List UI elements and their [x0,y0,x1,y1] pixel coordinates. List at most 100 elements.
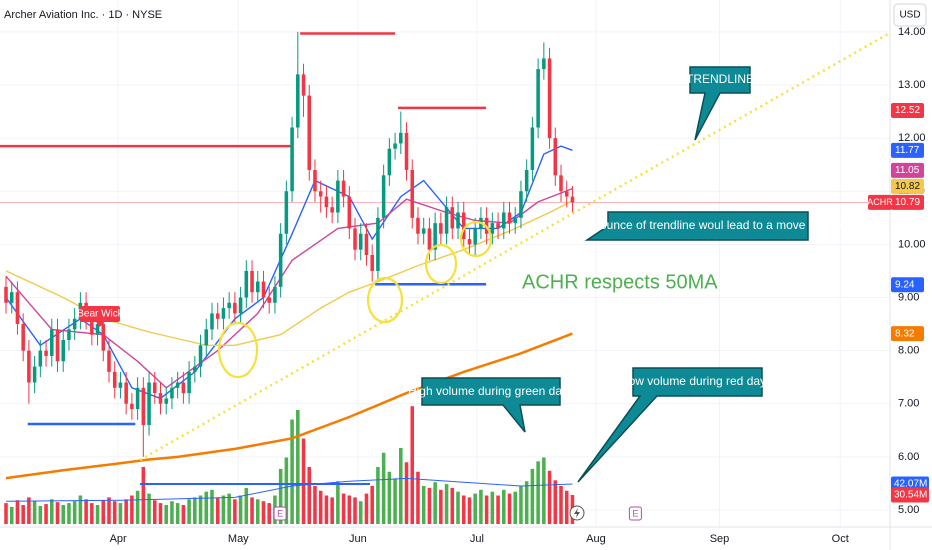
circle [424,243,458,285]
price-tag-label: 12.52 [895,105,920,116]
volume-bar [410,406,415,524]
candle-body [296,74,300,128]
volume-bar [233,499,237,524]
candle-body [530,127,535,170]
volume-bar [107,497,111,524]
candle-body [4,286,8,303]
candle-body [301,74,306,96]
candle-body [21,324,25,351]
volume-bar [416,471,420,524]
candle-body [101,324,106,351]
volume-bar [536,461,540,524]
candle-body [399,132,403,144]
candle-body [427,228,432,250]
y-tick-label: 9.00 [898,291,919,303]
candle-body [130,403,134,410]
volume-bar [50,499,54,524]
y-tick-label: 13.00 [898,79,926,91]
volume-bar [255,499,260,524]
volume-bar [364,493,369,524]
volume-bar [101,500,106,524]
volume-bar [267,503,271,524]
candle-body [158,393,163,404]
candle-body [330,207,334,213]
candle-body [273,286,277,303]
candle-body [559,175,563,192]
candle-body [490,223,495,234]
volume-bar [221,495,226,524]
callout-text: High volume during green days [408,384,574,398]
volume-bar [61,505,65,524]
candle-body [421,228,426,234]
volume-bar [473,493,477,524]
volume-bar [152,500,157,524]
currency-label[interactable]: USD [899,10,920,21]
candle-body [393,143,397,149]
callout: Bounce of trendline woul lead to a move … [584,211,865,241]
volume-bar [547,470,552,524]
volume-bar [250,497,254,524]
volume-bar [170,501,174,524]
candles [4,31,575,457]
y-tick-label: 6.00 [898,451,919,463]
volume-bar [72,501,77,524]
candle-body [193,366,197,372]
candle-body [370,255,374,271]
volume-bar [553,480,558,524]
volume-bar [307,467,312,524]
candle-body [450,207,455,229]
volume-bar [324,495,329,524]
volume-bar [542,457,546,524]
volume-bar [347,495,352,524]
volume-bar [112,501,117,524]
candle-body [341,180,346,197]
x-tick-label: Jun [349,533,367,545]
candle-body [336,180,340,213]
event-marker [628,506,642,521]
event-label: E [632,508,638,518]
volume-bar [67,503,71,524]
candle-body [439,223,443,234]
volume-bar [564,490,569,524]
moving-average [5,332,573,480]
volume-bar [519,486,523,524]
candle-body [444,207,449,234]
candle-body [44,350,48,356]
volume-bar [399,448,403,524]
volume-bar [507,493,512,524]
callout-text: Bounce of trendline woul lead to a move … [592,218,865,232]
candle-body [278,233,283,287]
volume-bar [238,495,243,524]
volume-bar [524,481,529,524]
circle [217,321,259,379]
candle-body [164,398,168,404]
callout: High volume during green days [408,377,574,433]
candle-body [15,292,20,325]
candle-body [90,318,94,335]
highlight-circles [217,220,493,379]
candle-body [198,345,203,367]
volume-tag-label: 42.07M [894,479,927,490]
candle-body [376,217,380,271]
candle-body [72,318,77,330]
callout-text: TRENDLINE [686,72,754,86]
candle-body [50,329,54,356]
candle-body [524,170,529,192]
candle-body [387,148,392,176]
candle-body [61,340,65,362]
candle-body [221,308,226,319]
x-tick-label: May [228,533,249,545]
candle-body [107,350,111,372]
candle-body [547,58,552,139]
volume-pane [4,406,575,524]
volume-bar [4,503,8,524]
volume-bar [450,487,455,524]
currency-button[interactable] [893,3,927,27]
candle-body [210,313,214,330]
volume-bar [444,484,449,524]
candle-body [358,233,363,250]
candle-body [147,382,151,425]
candle-body [513,217,518,224]
